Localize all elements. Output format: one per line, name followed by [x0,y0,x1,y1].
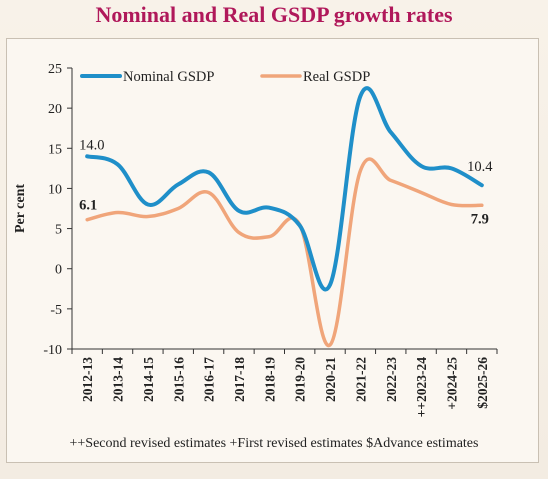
y-tick-label: 10 [48,182,62,197]
x-tick-label: 2022-23 [384,357,399,402]
legend-label-real-gsdp: Real GSDP [303,69,370,85]
x-tick-label: ++2023-24 [414,357,429,418]
x-tick-label: 2021-22 [353,357,368,402]
x-tick-label: 2020-21 [323,357,338,402]
x-tick-label: 2016-17 [202,357,217,402]
data-label: 7.9 [471,211,489,227]
legend-label-nominal-gsdp: Nominal GSDP [123,69,214,85]
y-tick-label: 5 [55,223,62,238]
series-line-nominal-gsdp [85,86,484,292]
x-tick-label: 2017-18 [232,357,247,402]
chart-title: Nominal and Real GSDP growth rates [95,2,453,27]
y-tick-label: 20 [48,102,62,117]
x-tick-label: 2018-19 [262,357,277,402]
x-tick-label: $2025-26 [475,357,490,409]
x-tick-label: 2015-16 [171,357,186,402]
chart-panel [6,38,539,463]
y-tick-label: 25 [48,62,62,77]
data-label: 6.1 [79,198,97,214]
y-tick-label: 15 [48,142,62,157]
series-line-real-gsdp [85,157,484,347]
x-tick-label: +2024-25 [444,357,459,410]
footnote: ++Second revised estimates +First revise… [69,436,479,451]
x-tick-label: 2014-15 [141,357,156,402]
y-tick-label: -10 [43,343,62,358]
data-label: 10.4 [467,159,493,175]
x-tick-label: 2013-14 [111,357,126,402]
x-tick-label: 2012-13 [80,357,95,402]
data-label: 14.0 [79,137,104,153]
y-axis-label: Per cent [13,184,28,233]
y-tick-label: -5 [50,303,62,318]
y-tick-label: 0 [55,263,62,278]
x-tick-label: 2019-20 [293,357,308,402]
